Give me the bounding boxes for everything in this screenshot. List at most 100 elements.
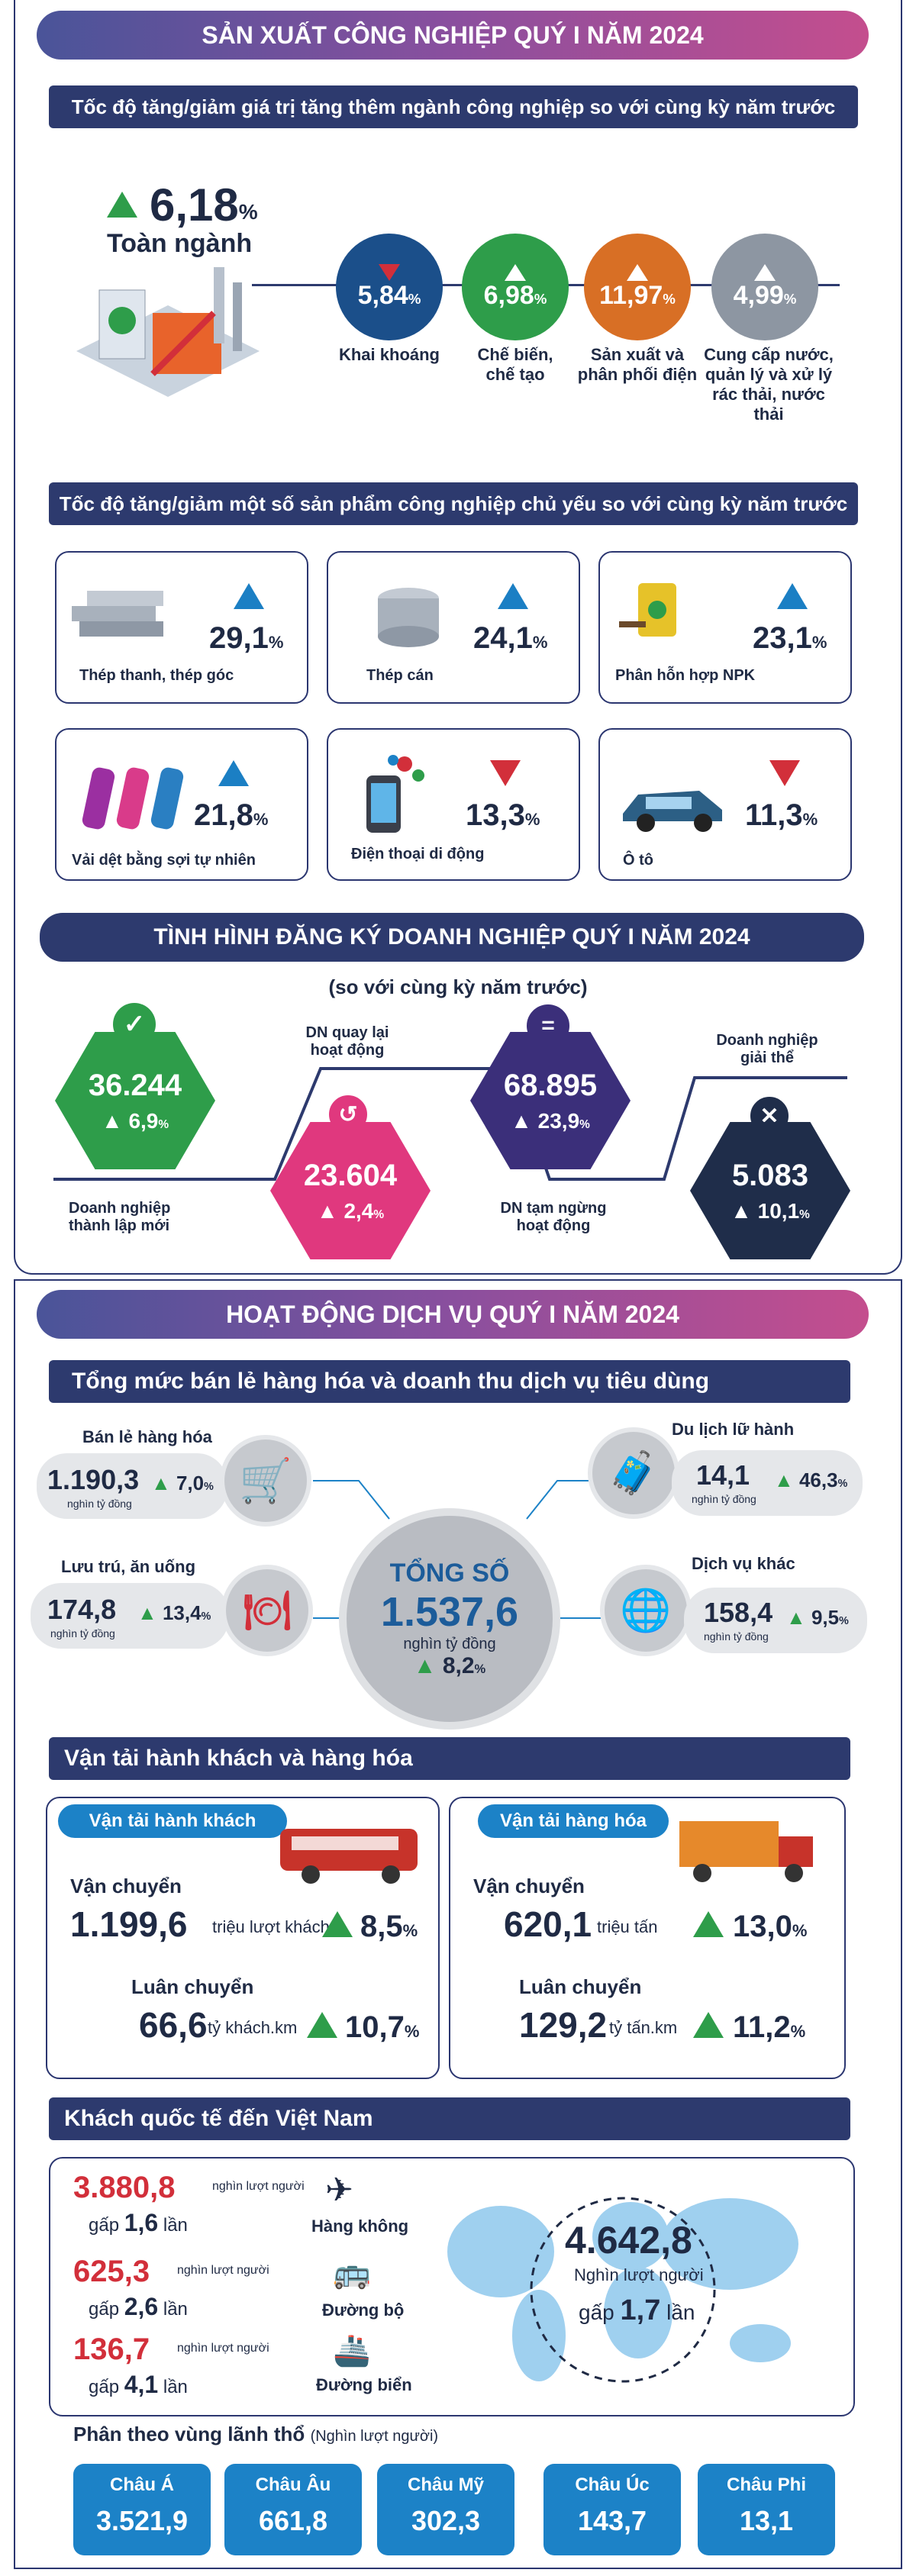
hex-new-business: 36.244 ▲ 6,9% (55, 1032, 215, 1169)
visitors-total-unit: Nghìn lượt người (574, 2265, 704, 2284)
visitors-title-text: Khách quốc tế đến Việt Nam (64, 2106, 373, 2131)
pct-sign: % (792, 1921, 808, 1940)
product-npk-label: Phân hỗn hợp NPK (615, 667, 756, 684)
pct-sign: % (579, 1117, 590, 1131)
sector-mining-label: Khai khoáng (338, 345, 440, 364)
product-car-value: 11,3 (745, 798, 803, 832)
retail-title-text: Tổng mức bán lẻ hàng hóa và doanh thu dị… (72, 1369, 710, 1394)
sector-electricity: 11,97% (584, 234, 691, 340)
pct-sign: % (373, 1207, 385, 1221)
product-car-label: Ô tô (623, 852, 653, 869)
cargo-card: Vận tải hàng hóa Vận chuyển 620,1 triệu … (449, 1797, 846, 2079)
passenger-move-change: 8,5 (360, 1910, 403, 1943)
pct-sign: % (201, 1610, 211, 1623)
other-services-label: Dịch vụ khác (692, 1554, 795, 1573)
passenger-title: Vận tải hành khách (58, 1804, 287, 1838)
transport-title-text: Vận tải hành khách và hàng hóa (64, 1746, 413, 1771)
product-card-car: 11,3% Ô tô (598, 728, 852, 881)
car-icon (615, 775, 730, 837)
product-steel-bar-value: 29,1 (209, 621, 269, 655)
product-steel-bar-label: Thép thanh, thép góc (79, 667, 234, 684)
suitcase-icon: 🧳 (588, 1427, 679, 1519)
region-europe: Châu Âu 661,8 (224, 2464, 362, 2555)
region-europe-name: Châu Âu (255, 2474, 331, 2495)
region-asia: Châu Á 3.521,9 (73, 2464, 211, 2555)
road-times-suffix: lần (163, 2299, 188, 2320)
pct-sign: % (253, 810, 269, 829)
industry-subtitle1-text: Tốc độ tăng/giảm giá trị tăng thêm ngành… (71, 95, 836, 118)
sea-value: 136,7 (73, 2333, 150, 2366)
down-arrow-icon (379, 263, 400, 281)
region-asia-name: Châu Á (110, 2474, 174, 2495)
pct-sign: % (839, 1615, 849, 1627)
retail-total-label: TỔNG SỐ (389, 1559, 510, 1588)
accommodation-value: 174,8 (47, 1594, 117, 1625)
bus-icon (276, 1821, 421, 1890)
industry-subtitle2-text: Tốc độ tăng/giảm một số sản phẩm công ng… (59, 492, 848, 515)
services-title-text: HOẠT ĐỘNG DỊCH VỤ QUÝ I NĂM 2024 (226, 1300, 679, 1328)
services-title: HOẠT ĐỘNG DỊCH VỤ QUÝ I NĂM 2024 (37, 1290, 869, 1339)
hex-return-business: 23.604 ▲ 2,4% (270, 1122, 431, 1259)
visitors-total-times-label: gấp (579, 2300, 614, 2324)
travel-unit: nghìn tỷ đồng (692, 1493, 756, 1505)
pct-sign: % (837, 1478, 848, 1490)
sector-electricity-value: 11,97 (599, 280, 663, 310)
suspended-business-change: 23,9 (537, 1108, 580, 1133)
sea-times-suffix: lần (163, 2377, 188, 2397)
up-arrow-icon (107, 192, 137, 218)
visitors-total-value: 4.642,8 (565, 2219, 692, 2262)
product-card-phone: 13,3% Điện thoại di động (327, 728, 580, 881)
travel-value: 14,1 (696, 1459, 750, 1491)
road-value: 625,3 (73, 2255, 150, 2288)
cargo-move-unit: triệu tấn (597, 1917, 658, 1936)
product-card-fabric: 21,8% Vải dệt bằng sợi tự nhiên (55, 728, 308, 881)
business-title-text: TÌNH HÌNH ĐĂNG KÝ DOANH NGHIỆP QUÝ I NĂM… (153, 924, 750, 949)
air-unit: nghìn lượt người (212, 2180, 305, 2193)
industry-subtitle2: Tốc độ tăng/giảm một số sản phẩm công ng… (49, 482, 858, 525)
passenger-move-label: Vận chuyển (70, 1875, 182, 1897)
total-industry: 6,18 % (107, 174, 336, 235)
accommodation-change: 13,4 (162, 1601, 202, 1624)
visitor-mode-road: 625,3 nghìn lượt người gấp 2,6 lần 🚌 Đườ… (73, 2255, 424, 2331)
airplane-icon: ✈ (325, 2171, 353, 2209)
up-arrow-icon (754, 263, 776, 281)
product-rolled-steel-value: 24,1 (473, 621, 533, 655)
restaurant-icon: 🍽 (221, 1565, 313, 1656)
pct-sign: % (404, 2022, 420, 2041)
return-business-value: 23.604 (303, 1158, 398, 1192)
sea-mode-label: Đường biển (316, 2375, 412, 2394)
pct-sign: % (783, 290, 797, 307)
sea-times: 4,1 (124, 2371, 159, 2398)
up-arrow-icon (693, 1911, 724, 1937)
business-subtitle: (so với cùng kỳ năm trước) (328, 975, 588, 998)
return-business-label: DN quay lại hoạt động (305, 1024, 389, 1059)
passenger-rot-value: 66,6 (139, 2005, 208, 2045)
return-business-change: 2,4 (344, 1198, 374, 1223)
dissolved-business-label: Doanh nghiệp giải thể (716, 1032, 818, 1066)
road-unit: nghìn lượt người (177, 2264, 269, 2277)
up-arrow-icon (693, 2012, 724, 2038)
sector-mining: 5,84% (336, 234, 443, 340)
product-phone-value: 13,3 (466, 798, 525, 832)
region-america: Châu Mỹ 302,3 (377, 2464, 514, 2555)
industry-title-text: SẢN XUẤT CÔNG NGHIỆP QUÝ I NĂM 2024 (202, 21, 704, 49)
suspended-business-label: DN tạm ngừng hoạt động (500, 1200, 607, 1234)
product-rolled-steel-label: Thép cán (366, 667, 434, 684)
product-card-steel-bar: 29,1% Thép thanh, thép góc (55, 551, 308, 704)
sea-times-label: gấp (89, 2377, 120, 2397)
region-europe-value: 661,8 (258, 2505, 328, 2536)
passenger-move-unit: triệu lượt khách (212, 1917, 330, 1936)
visitors-title: Khách quốc tế đến Việt Nam (49, 2097, 850, 2140)
passenger-rot-change: 10,7 (345, 2010, 405, 2044)
dissolved-business-value: 5.083 (731, 1158, 809, 1192)
up-arrow-icon (498, 583, 528, 609)
passenger-card: Vận tải hành khách Vận chuyển 1.199,6 tr… (46, 1797, 440, 2079)
thread-spools-icon (79, 753, 186, 837)
steel-bar-icon (72, 583, 171, 644)
pct-sign: % (802, 810, 818, 829)
pct-sign: % (663, 290, 676, 307)
pct-sign: % (524, 810, 540, 829)
sector-water: 4,99% (711, 234, 818, 340)
other-services-change: 9,5 (811, 1606, 840, 1629)
suspended-business-value: 68.895 (503, 1068, 598, 1102)
